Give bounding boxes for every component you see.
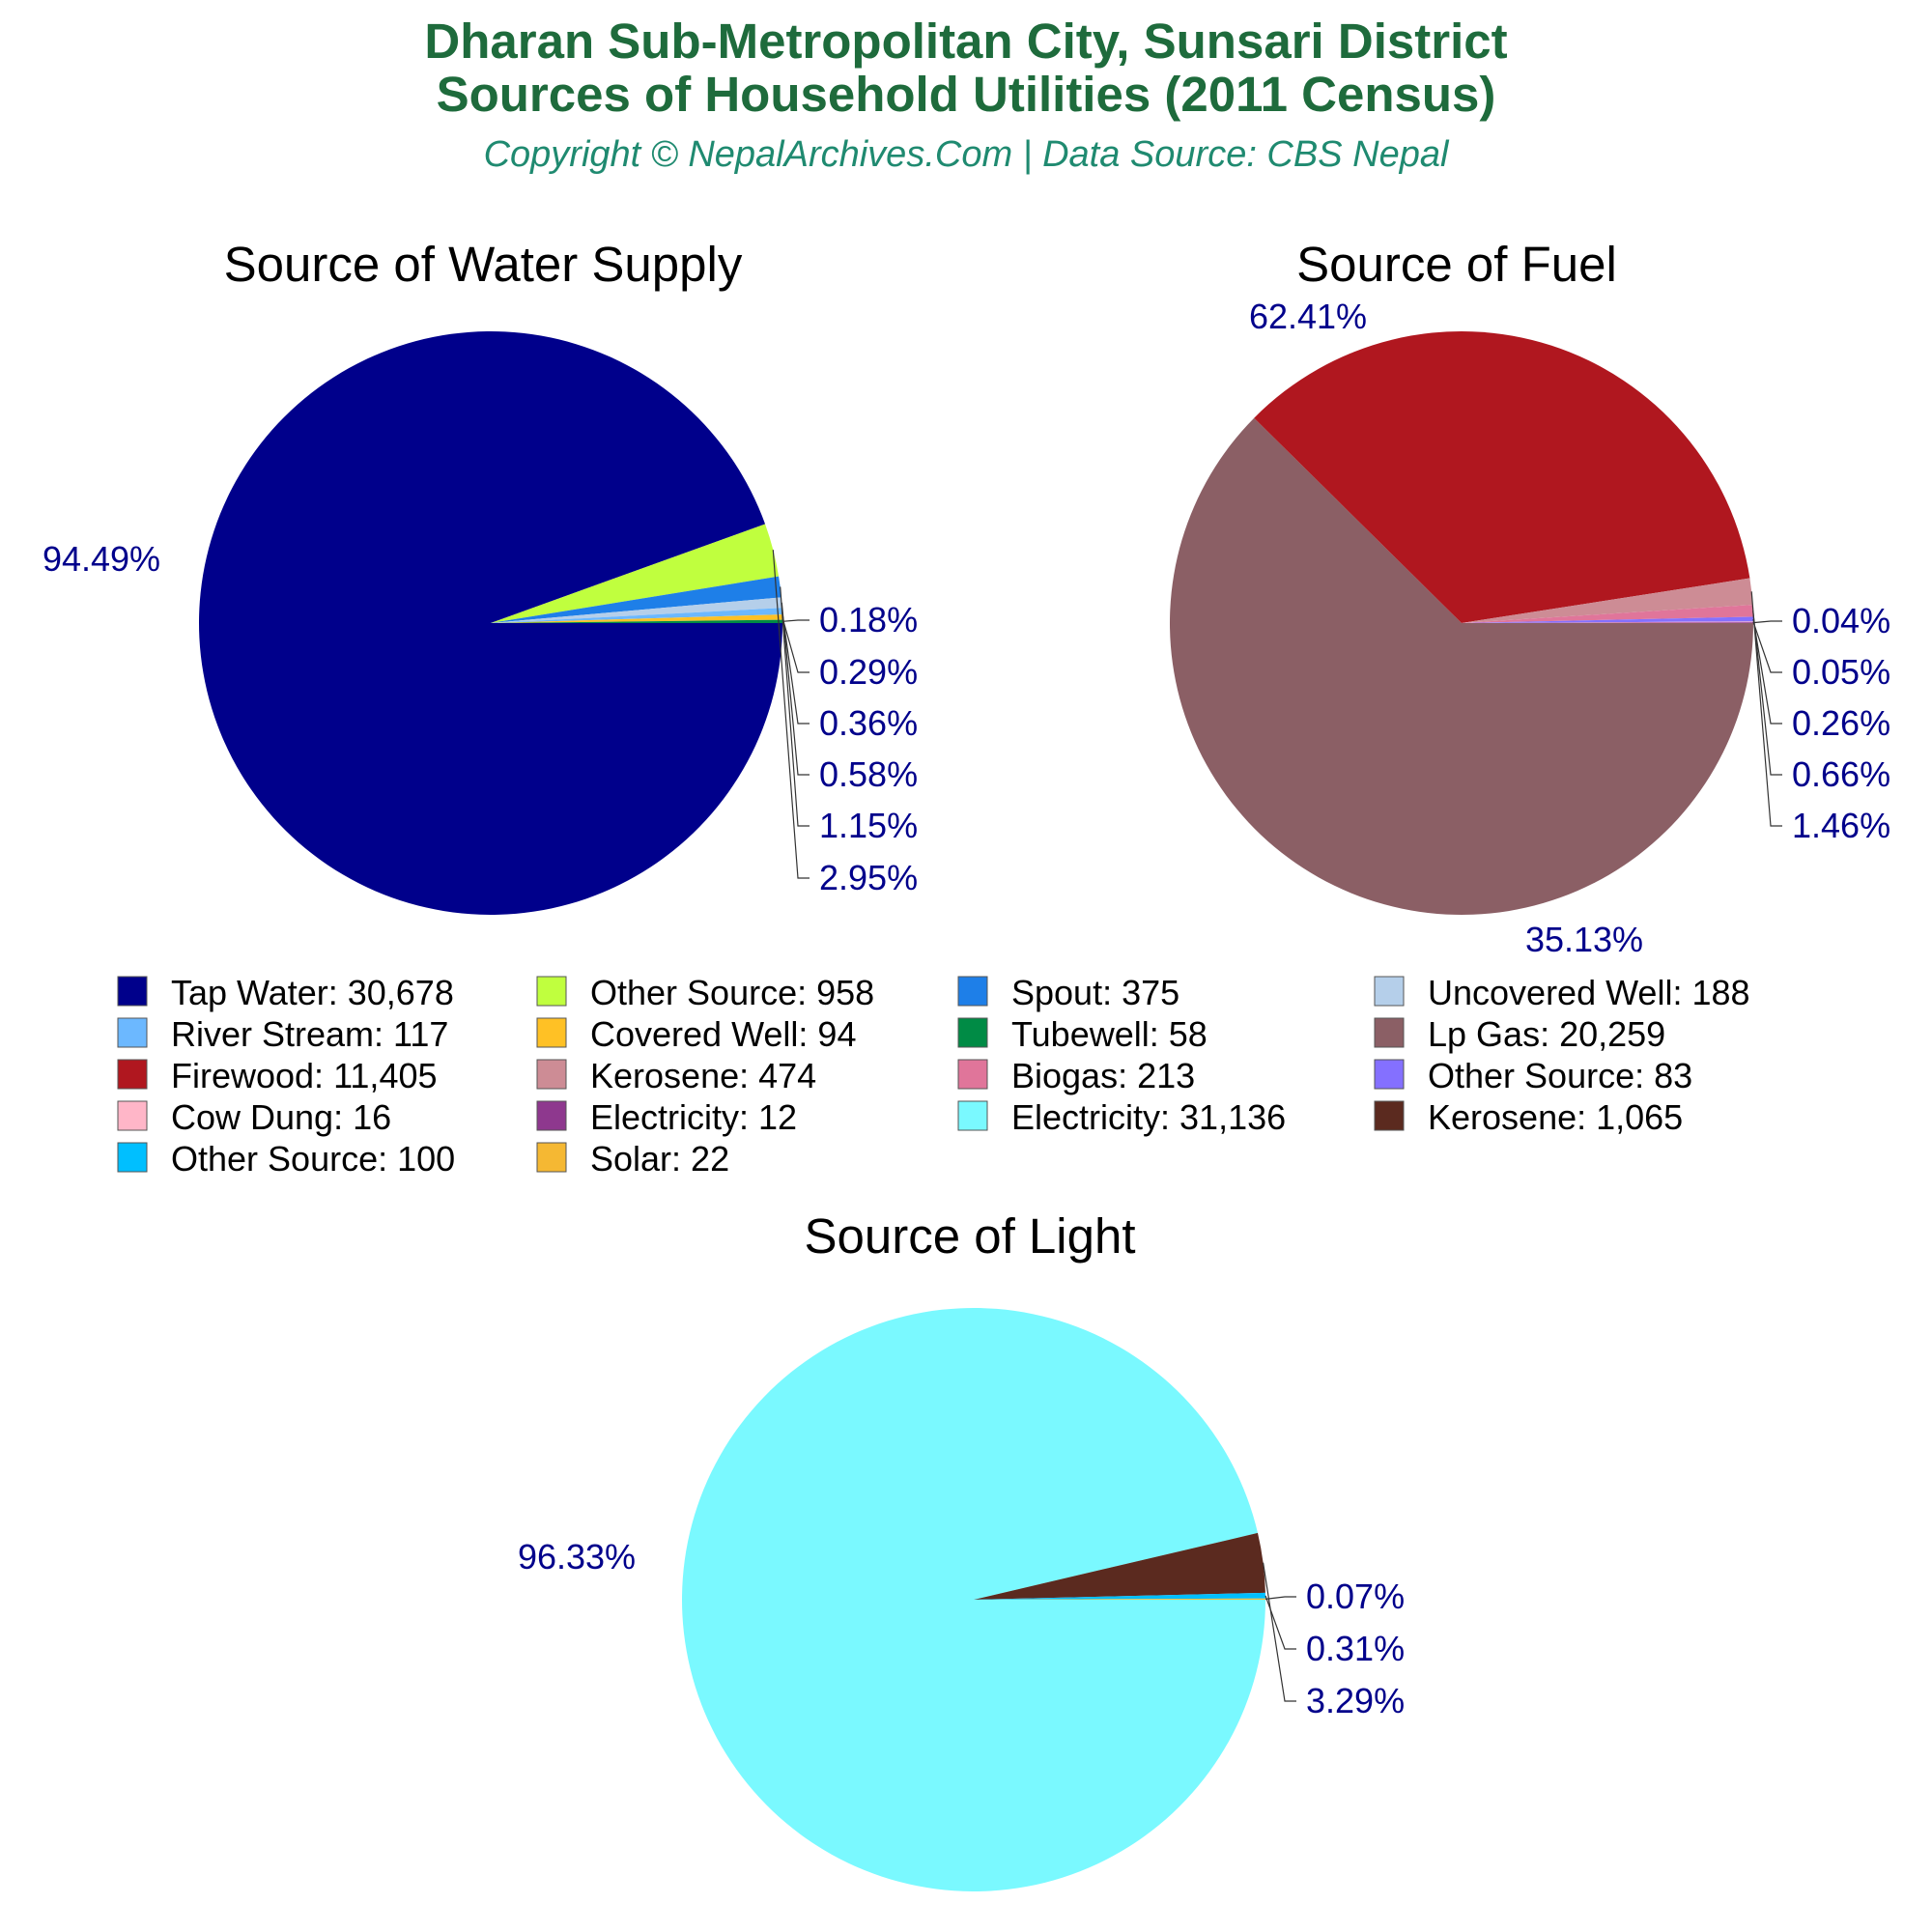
- light-leader-line-other-source: [1264, 1595, 1296, 1650]
- fuel-slice-lp-gas: [1170, 417, 1753, 916]
- fuel-slice-biogas: [1462, 605, 1753, 623]
- fuel-percent-label-firewood: 35.13%: [1525, 920, 1643, 959]
- legend-label-biogas: Biogas: 213: [1011, 1056, 1195, 1095]
- fuel-leader-line-other-source: [1752, 618, 1782, 724]
- legend-label-electricity: Electricity: 12: [590, 1097, 797, 1137]
- water-percent-label-other-source: 2.95%: [819, 858, 918, 897]
- fuel-leader-line-cow-dung: [1752, 621, 1782, 673]
- water-percent-label-tap-water: 94.49%: [43, 539, 160, 579]
- water-percent-label-covered-well: 0.29%: [819, 652, 918, 692]
- legend-label-tap-water: Tap Water: 30,678: [171, 973, 454, 1012]
- fuel-percent-label-kerosene: 1.46%: [1792, 806, 1890, 845]
- light-percent-label-other-source: 0.31%: [1306, 1629, 1405, 1668]
- water-percent-label-river-stream: 0.36%: [819, 703, 918, 743]
- fuel-leader-line-biogas: [1752, 611, 1782, 776]
- legend-label-uncovered-well: Uncovered Well: 188: [1428, 973, 1750, 1012]
- water-leader-line-tubewell: [781, 619, 810, 622]
- light-leader-line-solar: [1264, 1596, 1296, 1600]
- legend-swatch-spout: [957, 976, 988, 1007]
- legend-label-other-source: Other Source: 83: [1428, 1056, 1692, 1095]
- water-chart-title: Source of Water Supply: [224, 237, 743, 292]
- legend-swatch-covered-well: [536, 1017, 567, 1048]
- legend-swatch-uncovered-well: [1374, 976, 1405, 1007]
- water-slice-uncovered-well: [491, 597, 782, 623]
- legend-label-kerosene: Kerosene: 1,065: [1428, 1097, 1683, 1137]
- fuel-slice-firewood: [1254, 331, 1750, 623]
- water-leader-line-river-stream: [781, 611, 810, 724]
- fuel-slice-kerosene: [1462, 578, 1753, 623]
- legend-swatch-firewood: [117, 1059, 148, 1090]
- light-slice-solar: [974, 1598, 1266, 1600]
- legend-swatch-kerosene: [1374, 1100, 1405, 1131]
- water-leader-line-covered-well: [781, 616, 810, 673]
- copyright-note: Copyright © NepalArchives.Com | Data Sou…: [484, 134, 1450, 175]
- legend-swatch-other-source: [1374, 1059, 1405, 1090]
- legend-swatch-electricity: [536, 1100, 567, 1131]
- light-percent-label-kerosene: 3.29%: [1306, 1681, 1405, 1720]
- water-slice-river-stream: [491, 608, 782, 623]
- light-slice-kerosene: [974, 1532, 1265, 1600]
- fuel-percent-label-cow-dung: 0.05%: [1792, 652, 1890, 692]
- legend-swatch-lp-gas: [1374, 1017, 1405, 1048]
- legend-label-tubewell: Tubewell: 58: [1011, 1014, 1208, 1054]
- fuel-slice-cow-dung: [1462, 621, 1754, 623]
- water-slice-spout: [491, 576, 781, 623]
- water-slice-tap-water: [198, 331, 782, 916]
- fuel-percent-label-other-source: 0.26%: [1792, 703, 1890, 743]
- legend-label-solar: Solar: 22: [590, 1139, 729, 1179]
- light-percent-label-electricity: 96.33%: [518, 1537, 636, 1577]
- legend-swatch-cow-dung: [117, 1100, 148, 1131]
- fuel-chart-title: Source of Fuel: [1296, 237, 1617, 292]
- legend-swatch-river-stream: [117, 1017, 148, 1048]
- water-slice-other-source: [491, 524, 780, 623]
- legend-label-spout: Spout: 375: [1011, 973, 1179, 1012]
- water-percent-label-uncovered-well: 0.58%: [819, 754, 918, 794]
- water-slice-covered-well: [491, 614, 782, 623]
- legend-swatch-kerosene: [536, 1059, 567, 1090]
- legend-label-cow-dung: Cow Dung: 16: [171, 1097, 391, 1137]
- legend-swatch-tubewell: [957, 1017, 988, 1048]
- figure-title-line1: Dharan Sub-Metropolitan City, Sunsari Di…: [424, 14, 1507, 69]
- water-slice-tubewell: [491, 619, 782, 623]
- legend-label-kerosene: Kerosene: 474: [590, 1056, 816, 1095]
- water-leader-line-uncovered-well: [781, 602, 810, 776]
- legend-swatch-tap-water: [117, 976, 148, 1007]
- water-leader-line-spout: [780, 586, 810, 827]
- fuel-slice-other-source: [1462, 616, 1753, 623]
- legend-label-river-stream: River Stream: 117: [171, 1014, 448, 1054]
- fuel-pie: 62.41% 35.13% 0.04% 0.05% 0.26% 0.66% 1.46%: [1170, 297, 1890, 959]
- legend-swatch-other-source: [117, 1142, 148, 1173]
- legend: Tap Water: 30,678 Other Source: 958 Spout:…: [117, 973, 1750, 1179]
- light-percent-label-solar: 0.07%: [1306, 1577, 1405, 1616]
- legend-label-other-source: Other Source: 100: [171, 1139, 455, 1179]
- legend-label-firewood: Firewood: 11,405: [171, 1056, 438, 1095]
- legend-swatch-biogas: [957, 1059, 988, 1090]
- legend-label-other-source: Other Source: 958: [590, 973, 874, 1012]
- legend-label-covered-well: Covered Well: 94: [590, 1014, 856, 1054]
- light-slice-electricity: [682, 1307, 1265, 1891]
- water-percent-label-spout: 1.15%: [819, 806, 918, 845]
- legend-swatch-solar: [536, 1142, 567, 1173]
- legend-swatch-other-source: [536, 976, 567, 1007]
- legend-label-lp-gas: Lp Gas: 20,259: [1428, 1014, 1665, 1054]
- figure-title-line2: Sources of Household Utilities (2011 Cen…: [437, 67, 1496, 122]
- legend-label-electricity: Electricity: 31,136: [1011, 1097, 1286, 1137]
- legend-swatch-electricity: [957, 1100, 988, 1131]
- fuel-percent-label-lp-gas: 62.41%: [1249, 297, 1367, 336]
- fuel-leader-line-kerosene: [1750, 591, 1782, 827]
- fuel-percent-label-electricity: 0.04%: [1792, 601, 1890, 640]
- water-leader-line-other-source: [772, 550, 810, 879]
- light-leader-line-kerosene: [1263, 1562, 1296, 1702]
- fuel-percent-label-biogas: 0.66%: [1792, 754, 1890, 794]
- water-percent-label-tubewell: 0.18%: [819, 600, 918, 639]
- light-chart-title: Source of Light: [804, 1208, 1135, 1264]
- fuel-slice-electricity: [1462, 622, 1754, 623]
- light-slice-other-source: [974, 1592, 1265, 1600]
- fuel-leader-line-electricity: [1752, 620, 1782, 624]
- water-supply-pie: 94.49% 0.18% 0.29% 0.36% 0.58% 1.15% 2.95%: [43, 331, 918, 916]
- light-pie: 96.33% 0.07% 0.31% 3.29%: [518, 1307, 1405, 1891]
